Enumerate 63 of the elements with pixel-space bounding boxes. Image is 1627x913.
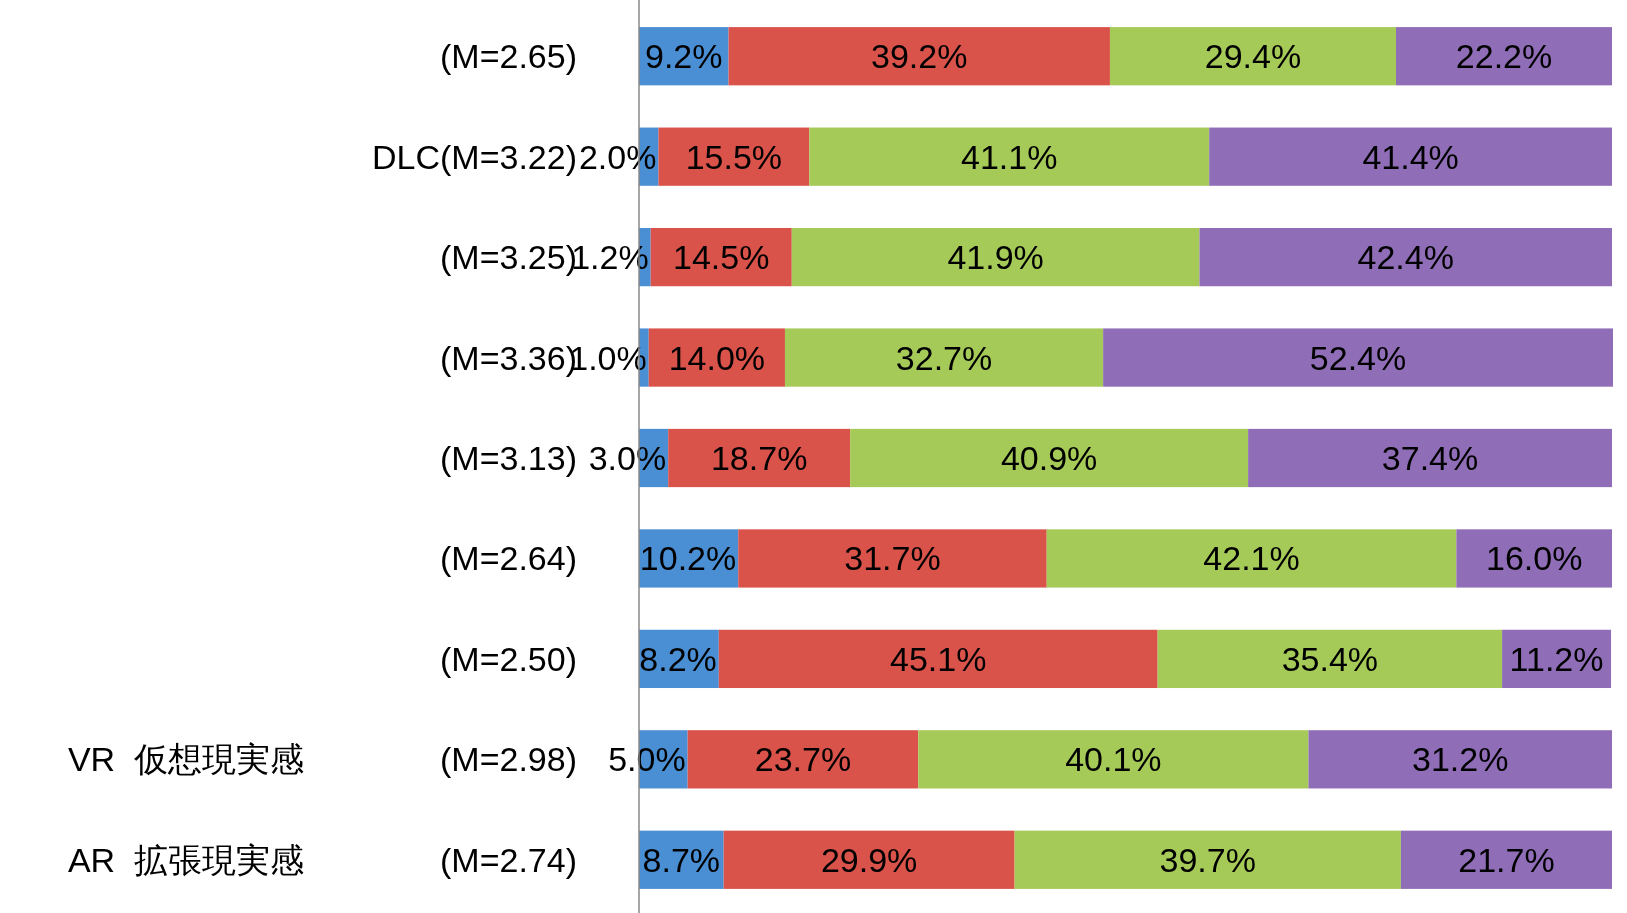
data-label: 32.7%: [895, 338, 993, 377]
bar: [687, 730, 919, 789]
data-label: 39.2%: [871, 37, 968, 76]
bar: [1396, 27, 1613, 86]
y-tick-label: VR 仮想現実感 (M=2.98): [67, 740, 577, 779]
data-label: 42.1%: [1203, 539, 1300, 578]
data-label: 41.9%: [947, 238, 1044, 277]
data-label: 35.4%: [1281, 639, 1379, 678]
data-label: 39.7%: [1159, 840, 1256, 879]
bar: [791, 227, 1200, 287]
y-tick-label: (M=2.65): [440, 37, 577, 76]
data-label: 31.7%: [844, 539, 941, 578]
data-label: 18.7%: [710, 439, 808, 477]
data-label: 40.1%: [1065, 740, 1162, 779]
bar: [809, 127, 1210, 186]
data-label: 8.2%: [639, 639, 717, 678]
y-tick-label: (M=2.64): [440, 539, 577, 578]
bar: [1046, 529, 1457, 588]
data-label: 8.7%: [642, 840, 721, 879]
data-label: 21.7%: [1458, 840, 1555, 879]
bar: [1014, 830, 1401, 889]
bar: [1103, 328, 1613, 387]
data-label: 41.4%: [1362, 137, 1459, 176]
bar: [1456, 529, 1613, 588]
data-label: 16.0%: [1485, 539, 1583, 578]
bar: [1209, 127, 1613, 186]
y-tick-label: DLC(M=3.22): [371, 137, 577, 176]
data-label: 11.2%: [1509, 639, 1604, 678]
data-label: 29.4%: [1204, 37, 1302, 76]
data-label: 23.7%: [754, 740, 852, 779]
y-tick-label: AR 拡張現実感 (M=2.74): [67, 840, 577, 879]
bar: [738, 529, 1047, 588]
bar: [784, 328, 1104, 387]
y-tick-label: (M=3.13): [440, 439, 577, 477]
data-label: 15.5%: [685, 137, 783, 176]
data-label: 41.1%: [961, 137, 1058, 176]
data-label: 42.4%: [1357, 238, 1454, 277]
bar: [648, 328, 785, 387]
data-label: 9.2%: [645, 37, 723, 76]
bar: [1199, 227, 1613, 287]
bar: [918, 730, 1309, 789]
data-label: 29.9%: [820, 840, 918, 879]
bar: [1109, 27, 1397, 86]
data-label: 31.2%: [1412, 740, 1509, 779]
data-label: 14.0%: [668, 338, 766, 377]
data-label: 45.1%: [890, 639, 987, 678]
data-label: 52.4%: [1309, 338, 1407, 377]
bar: [723, 830, 1015, 889]
bar: [850, 428, 1249, 488]
bar: [1308, 730, 1613, 789]
bar: [668, 428, 851, 488]
data-label: 10.2%: [639, 539, 737, 578]
bar: [728, 27, 1110, 86]
data-label: 37.4%: [1381, 439, 1479, 477]
bar: [1400, 830, 1613, 889]
bar: [1157, 629, 1503, 689]
bar: [1248, 428, 1613, 488]
data-label: 14.5%: [673, 238, 770, 277]
bar: [658, 127, 810, 186]
y-tick-label: (M=2.50): [440, 639, 577, 678]
data-label: 40.9%: [1000, 439, 1098, 477]
bar: [718, 629, 1158, 689]
data-label: 22.2%: [1455, 37, 1553, 76]
